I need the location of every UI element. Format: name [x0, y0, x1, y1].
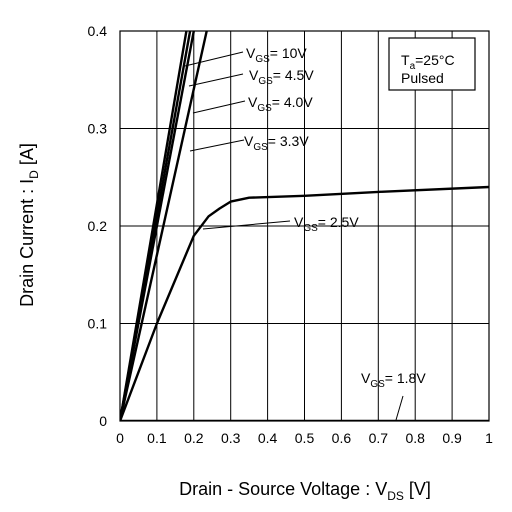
grid [120, 31, 489, 421]
x-tick-labels: 0 0.1 0.2 0.3 0.4 0.5 0.6 0.7 0.8 0.9 1 [116, 430, 493, 446]
series-line-vgs-3-3v [120, 31, 208, 421]
x-tick-label: 0.3 [221, 430, 241, 446]
leader-vgs-2-5v [202, 220, 291, 230]
series-label-vgs-10v: VGS= 10V [246, 45, 307, 65]
x-tick-label: 0.9 [442, 430, 462, 446]
x-tick-label: 0 [116, 430, 124, 446]
x-tick-label: 0.6 [332, 430, 352, 446]
series-label-vgs-4-0v: VGS= 4.0V [248, 94, 313, 114]
leader-vgs-4-5v [188, 73, 244, 87]
series-label-vgs-3-3v: VGS= 3.3V [244, 133, 309, 153]
x-tick-label: 0.5 [295, 430, 315, 446]
label-leaders [184, 51, 404, 421]
x-tick-label: 0.4 [258, 430, 278, 446]
mode-label: Pulsed [401, 70, 444, 86]
y-axis-title: Drain Current : ID [A] [17, 143, 41, 307]
series-label-vgs-4-5v: VGS= 4.5V [249, 67, 314, 87]
series-label-vgs-1-8v: VGS= 1.8V [361, 370, 426, 390]
leader-vgs-1-8v [395, 395, 404, 421]
y-tick-label: 0.1 [88, 316, 108, 332]
y-tick-label: 0.2 [88, 218, 108, 234]
y-tick-label: 0 [99, 413, 107, 429]
series-line-vgs-2-5v [120, 185, 489, 421]
x-tick-label: 0.7 [369, 430, 389, 446]
x-axis-title: Drain - Source Voltage : VDS [V] [179, 479, 431, 503]
series-label-vgs-2-5v: VGS= 2.5V [294, 214, 359, 234]
temperature-label: Ta=25°C [401, 52, 455, 72]
leader-vgs-10v [184, 51, 244, 67]
x-tick-label: 1 [485, 430, 493, 446]
y-tick-label: 0.3 [88, 121, 108, 137]
y-tick-label: 0.4 [88, 23, 108, 39]
y-tick-labels: 0 0.1 0.2 0.3 0.4 [88, 23, 108, 429]
x-tick-label: 0.8 [405, 430, 425, 446]
conditions-box [388, 37, 476, 91]
x-tick-label: 0.1 [147, 430, 167, 446]
leader-vgs-4-0v [192, 100, 246, 114]
x-tick-label: 0.2 [184, 430, 204, 446]
leader-vgs-3-3v [189, 139, 245, 152]
series-line-vgs-4-0v [120, 31, 195, 421]
series-curves [120, 31, 489, 421]
